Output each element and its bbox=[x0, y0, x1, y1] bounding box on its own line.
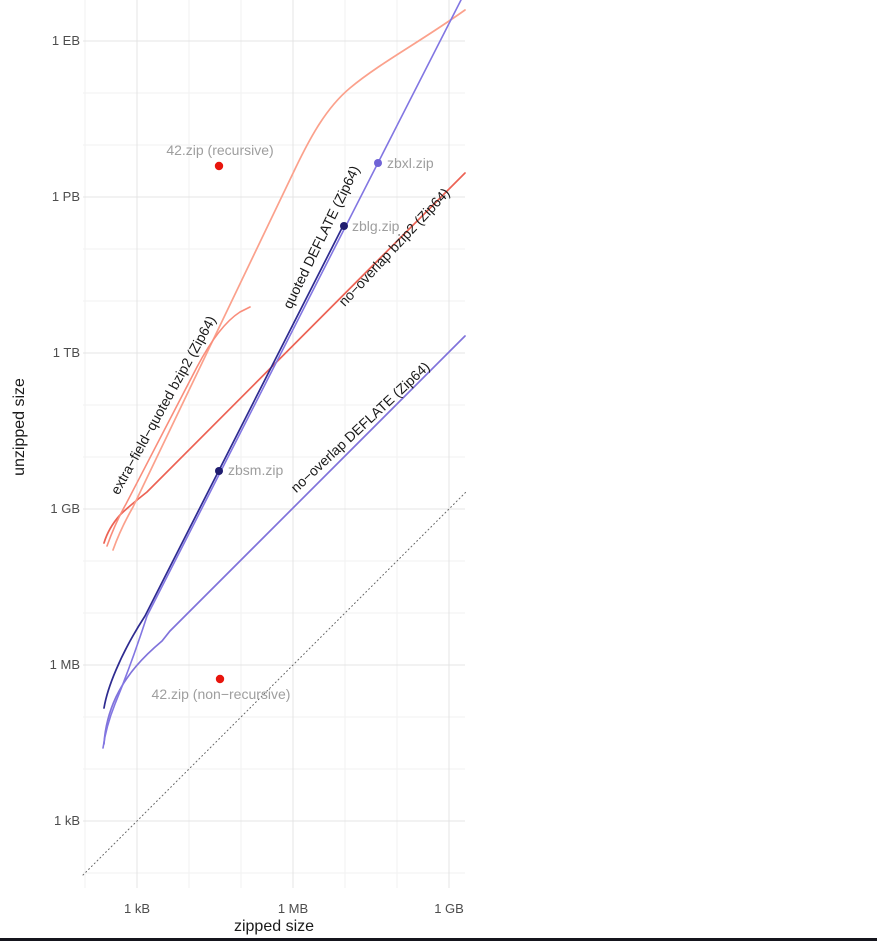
line-extra-field-quoted-bzip2 bbox=[106, 306, 251, 547]
point-label-zblg: zblg.zip bbox=[352, 218, 400, 234]
y-tick-label: 1 TB bbox=[52, 345, 80, 360]
point-label-42zip-nonrecursive: 42.zip (non−recursive) bbox=[151, 686, 291, 702]
pt-42zip-nonrecursive bbox=[215, 674, 225, 684]
x-tick-label: 1 kB bbox=[123, 901, 150, 916]
pt-zbxl bbox=[374, 159, 382, 167]
line-extra-field-quoted-bzip2-zip64 bbox=[112, 9, 466, 551]
y-tick-label: 1 kB bbox=[53, 813, 80, 828]
x-axis-title: zipped size bbox=[233, 918, 315, 935]
line-quoted-deflate-zip64 bbox=[102, 0, 462, 749]
pt-42zip-recursive bbox=[214, 161, 224, 171]
y-tick-label: 1 MB bbox=[49, 657, 80, 672]
point-label-42zip-recursive: 42.zip (recursive) bbox=[166, 142, 274, 158]
pt-zbsm bbox=[215, 467, 223, 475]
x-tick-label: 1 MB bbox=[277, 901, 309, 916]
x-tick-label: 1 GB bbox=[434, 901, 464, 916]
y-tick-label: 1 PB bbox=[51, 189, 80, 204]
point-label-zbxl: zbxl.zip bbox=[387, 155, 434, 171]
y-tick-label: 1 GB bbox=[50, 501, 80, 516]
line-quoted-deflate bbox=[103, 225, 344, 709]
window-bottom-edge bbox=[0, 938, 877, 941]
point-label-zbsm: zbsm.zip bbox=[228, 462, 284, 478]
y-axis-title: unzipped size bbox=[11, 378, 28, 476]
y-tick-label: 1 EB bbox=[51, 33, 80, 48]
line-no-overlap-deflate-zip64 bbox=[103, 335, 466, 745]
pt-zblg bbox=[340, 222, 348, 230]
line-identity-dotted bbox=[82, 490, 468, 876]
